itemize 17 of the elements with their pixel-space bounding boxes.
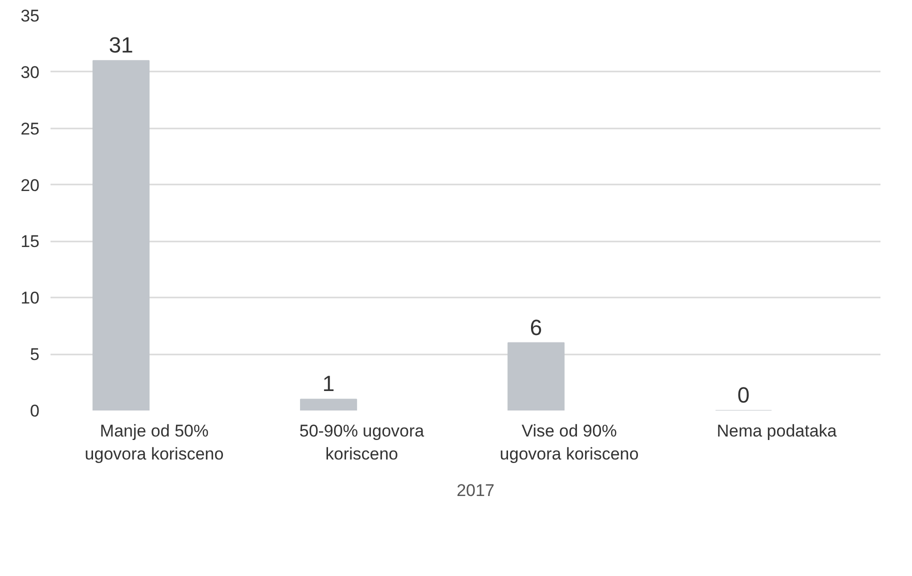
data-label: 6 — [530, 314, 542, 340]
x-tick-label: Nema podataka — [716, 422, 838, 440]
x-tick-label: Vise od 90% ugovora korisceno — [500, 422, 639, 464]
y-tick-label: 5 — [30, 345, 40, 364]
text: 2017 — [456, 481, 494, 501]
y-tick-label: 20 — [20, 176, 40, 195]
x-tick-label: Manje od 50% ugovora korisceno — [84, 422, 224, 464]
x-tick-label: 50-90% ugovora korisceno — [299, 422, 425, 464]
data-label: 31 — [108, 32, 134, 58]
y-tick-label: 15 — [20, 232, 40, 252]
y-tick-label: 10 — [20, 288, 40, 308]
y-tick-label: 25 — [20, 119, 40, 138]
y-tick-label: 35 — [20, 6, 40, 26]
data-label: 1 — [322, 371, 335, 396]
y-tick-label: 0 — [30, 402, 40, 420]
data-label: 0 — [737, 382, 750, 408]
y-tick-label: 30 — [20, 62, 40, 82]
